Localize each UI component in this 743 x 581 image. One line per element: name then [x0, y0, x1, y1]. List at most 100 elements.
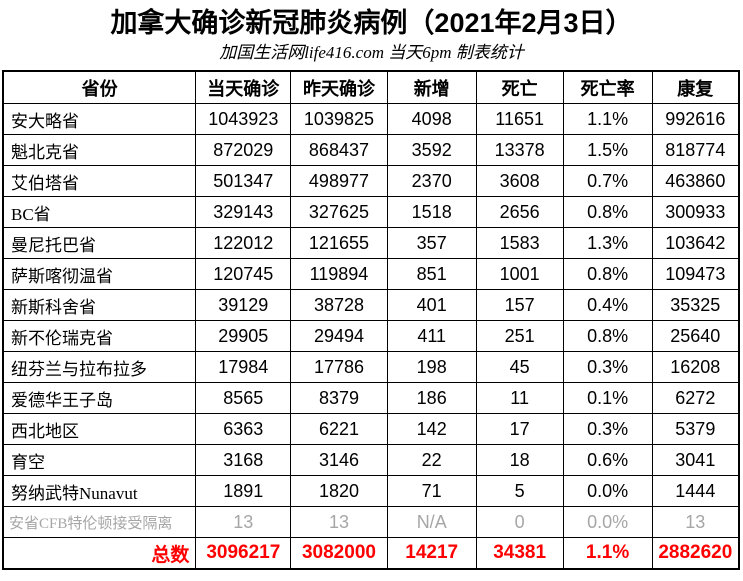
- table-row-cell-4: 1001: [475, 258, 564, 290]
- quarantine-row-cell-6: 13: [651, 506, 740, 538]
- table-body: 安大略省 1043923 1039825 4098 11651 1.1% 992616 魁北克…: [2, 103, 740, 570]
- table-row-cell-1: 17984: [195, 351, 292, 383]
- table-row-cell-4: 11651: [475, 103, 564, 135]
- table-row-cell-1: 120745: [195, 258, 292, 290]
- table-row: 爱德华王子岛 8565 8379 186 11 0.1% 6272: [2, 382, 740, 414]
- table-row: 安大略省 1043923 1039825 4098 11651 1.1% 992616: [2, 103, 740, 135]
- table-row-cell-6: 103642: [651, 227, 740, 259]
- column-header-1: 当天确诊: [195, 70, 292, 104]
- table-row: 新斯科舍省 39129 38728 401 157 0.4% 35325: [2, 289, 740, 321]
- table-row-cell-6: 35325: [651, 289, 740, 321]
- table-row-cell-5: 0.3%: [562, 413, 653, 445]
- table-row-cell-4: 13378: [475, 134, 564, 166]
- quarantine-row-cell-3: N/A: [386, 506, 477, 538]
- table-row-cell-0: BC省: [2, 196, 197, 228]
- table-row-cell-5: 0.4%: [562, 289, 653, 321]
- table-row-cell-4: 2656: [475, 196, 564, 228]
- table-row-cell-2: 29494: [290, 320, 388, 352]
- table-row-cell-2: 121655: [290, 227, 388, 259]
- table-row-cell-6: 109473: [651, 258, 740, 290]
- table-row-cell-6: 16208: [651, 351, 740, 383]
- table-row-cell-0: 安大略省: [2, 103, 197, 135]
- column-header-2: 昨天确诊: [290, 70, 388, 104]
- total-row-cell-3: 14217: [386, 537, 477, 570]
- total-row-cell-6: 2882620: [651, 537, 740, 570]
- table-row-cell-5: 0.6%: [562, 444, 653, 476]
- table-row-cell-6: 992616: [651, 103, 740, 135]
- total-row-cell-0: 总数: [2, 537, 197, 570]
- table-row-cell-1: 329143: [195, 196, 292, 228]
- table-row: 纽芬兰与拉布拉多 17984 17786 198 45 0.3% 16208: [2, 351, 740, 383]
- table-row-cell-0: 魁北克省: [2, 134, 197, 166]
- column-header-6: 康复: [651, 70, 740, 104]
- table-row-cell-6: 1444: [651, 475, 740, 507]
- table-row-cell-1: 6363: [195, 413, 292, 445]
- table-row: 魁北克省 872029 868437 3592 13378 1.5% 818774: [2, 134, 740, 166]
- page: 加拿大确诊新冠肺炎病例（2021年2月3日） 加国生活网life416.com …: [0, 7, 743, 581]
- table-row-cell-4: 11: [475, 382, 564, 414]
- table-row-cell-5: 0.3%: [562, 351, 653, 383]
- table-row-cell-3: 411: [386, 320, 477, 352]
- table-row-cell-4: 45: [475, 351, 564, 383]
- page-subtitle: 加国生活网life416.com 当天6pm 制表统计: [219, 43, 524, 62]
- table-row-cell-6: 5379: [651, 413, 740, 445]
- table-row-cell-3: 22: [386, 444, 477, 476]
- table-row-cell-0: 新斯科舍省: [2, 289, 197, 321]
- table-row-cell-6: 25640: [651, 320, 740, 352]
- table-row-cell-3: 357: [386, 227, 477, 259]
- table-row-cell-2: 119894: [290, 258, 388, 290]
- table-row-cell-6: 463860: [651, 165, 740, 197]
- table-row-cell-0: 西北地区: [2, 413, 197, 445]
- table-row-cell-4: 1583: [475, 227, 564, 259]
- table-row-cell-5: 0.8%: [562, 258, 653, 290]
- column-header-5: 死亡率: [562, 70, 653, 104]
- table-row-cell-6: 300933: [651, 196, 740, 228]
- table-row-cell-2: 1039825: [290, 103, 388, 135]
- table-row: 艾伯塔省 501347 498977 2370 3608 0.7% 463860: [2, 165, 740, 197]
- table-row-cell-5: 1.5%: [562, 134, 653, 166]
- table-row-cell-4: 17: [475, 413, 564, 445]
- covid-stats-table: 省份 当天确诊 昨天确诊 新增 死亡 死亡率 康复 安大略省 1043923 1039825 40…: [2, 70, 740, 570]
- table-row-cell-1: 872029: [195, 134, 292, 166]
- table-row-cell-1: 3168: [195, 444, 292, 476]
- table-row-cell-4: 157: [475, 289, 564, 321]
- total-row-cell-5: 1.1%: [562, 537, 653, 570]
- table-row-cell-4: 251: [475, 320, 564, 352]
- table-row-cell-2: 17786: [290, 351, 388, 383]
- table-row: BC省 329143 327625 1518 2656 0.8% 300933: [2, 196, 740, 228]
- quarantine-row-cell-4: 0: [475, 506, 564, 538]
- table-row-cell-6: 818774: [651, 134, 740, 166]
- table-row-cell-5: 0.8%: [562, 196, 653, 228]
- table-row-cell-0: 曼尼托巴省: [2, 227, 197, 259]
- table-row-cell-3: 186: [386, 382, 477, 414]
- table-row-cell-5: 0.7%: [562, 165, 653, 197]
- column-header-4: 死亡: [475, 70, 564, 104]
- quarantine-row-cell-1: 13: [195, 506, 292, 538]
- table-row-cell-1: 1043923: [195, 103, 292, 135]
- table-row-cell-6: 6272: [651, 382, 740, 414]
- table-row-cell-1: 39129: [195, 289, 292, 321]
- total-row: 总数 3096217 3082000 14217 34381 1.1% 2882620: [2, 537, 740, 570]
- total-row-cell-4: 34381: [475, 537, 564, 570]
- table-row-cell-3: 4098: [386, 103, 477, 135]
- table-row-cell-3: 401: [386, 289, 477, 321]
- table-row-cell-5: 0.8%: [562, 320, 653, 352]
- table-row-cell-2: 3146: [290, 444, 388, 476]
- table-row-cell-0: 纽芬兰与拉布拉多: [2, 351, 197, 383]
- table-row-cell-3: 2370: [386, 165, 477, 197]
- table-row-cell-2: 6221: [290, 413, 388, 445]
- page-title: 加拿大确诊新冠肺炎病例（2021年2月3日）: [110, 8, 633, 38]
- table-row-cell-4: 18: [475, 444, 564, 476]
- table-row-cell-3: 71: [386, 475, 477, 507]
- table-row-cell-0: 努纳武特Nunavut: [2, 475, 197, 507]
- table-row-cell-0: 爱德华王子岛: [2, 382, 197, 414]
- table-row-cell-3: 851: [386, 258, 477, 290]
- table-row-cell-1: 501347: [195, 165, 292, 197]
- table-row: 萨斯喀彻温省 120745 119894 851 1001 0.8% 109473: [2, 258, 740, 290]
- table-row-cell-3: 142: [386, 413, 477, 445]
- quarantine-row-cell-2: 13: [290, 506, 388, 538]
- table-row-cell-1: 1891: [195, 475, 292, 507]
- quarantine-row: 安省CFB特伦顿接受隔离 13 13 N/A 0 0.0% 13: [2, 506, 740, 538]
- table-row-cell-1: 8565: [195, 382, 292, 414]
- table-row-cell-6: 3041: [651, 444, 740, 476]
